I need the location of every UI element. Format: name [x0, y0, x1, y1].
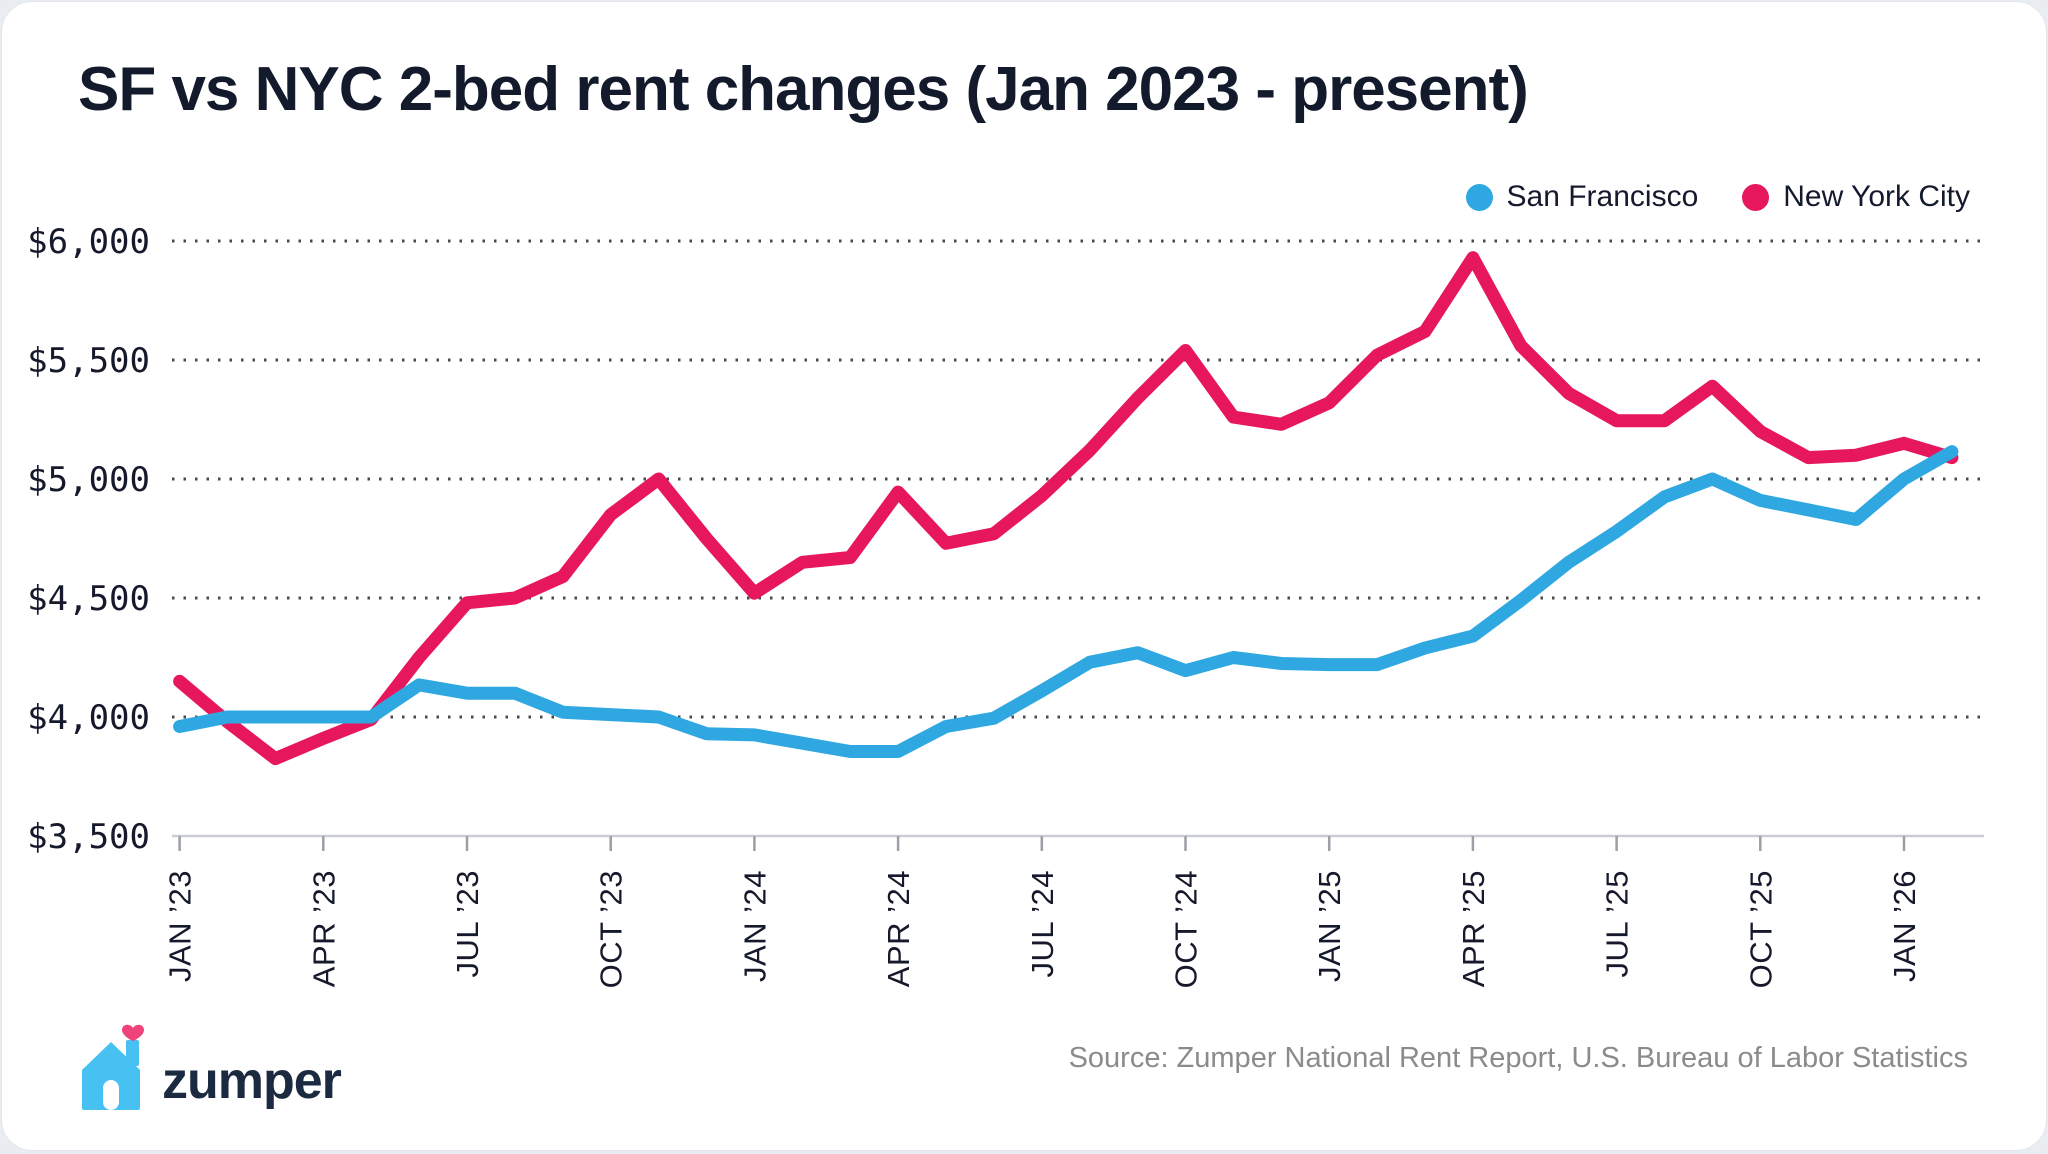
- page-title: SF vs NYC 2-bed rent changes (Jan 2023 -…: [78, 55, 1529, 124]
- legend-item-san-francisco: San Francisco: [1465, 180, 1699, 214]
- heart-icon: [122, 1024, 144, 1041]
- x-tick-label: OCT ’24: [1169, 870, 1204, 988]
- y-tick-label: $4,500: [27, 579, 150, 619]
- x-tick-label: JAN ’24: [737, 870, 772, 982]
- legend: San Francisco New York City: [1465, 180, 1970, 214]
- zumper-wordmark: zumper: [162, 1052, 342, 1110]
- x-tick-label: APR ’23: [306, 870, 341, 987]
- series-line-new-york-city: [173, 251, 1959, 766]
- legend-item-new-york-city: New York City: [1742, 180, 1970, 214]
- zumper-house-icon: [82, 1024, 144, 1110]
- x-tick-label: JAN ’23: [163, 870, 198, 982]
- y-tick-label: $5,000: [27, 460, 150, 500]
- legend-dot-new-york-city-icon: [1742, 183, 1770, 211]
- legend-label: New York City: [1783, 180, 1970, 213]
- x-tick-label: APR ’24: [881, 870, 916, 987]
- x-tick-label: JUL ’24: [1025, 870, 1060, 977]
- source-attribution: Source: Zumper National Rent Report, U.S…: [1068, 1042, 1968, 1074]
- zumper-logo: zumper: [82, 1024, 343, 1110]
- legend-label: San Francisco: [1506, 180, 1699, 213]
- series-line-san-francisco: [173, 445, 1959, 758]
- y-tick-label: $3,500: [27, 817, 150, 857]
- x-tick-label: OCT ’23: [594, 870, 629, 988]
- x-tick-label: JAN ’25: [1312, 870, 1347, 982]
- legend-dot-san-francisco-icon: [1465, 183, 1493, 211]
- x-tick-label: JAN ’26: [1887, 870, 1922, 982]
- y-tick-label: $4,000: [27, 698, 150, 738]
- x-tick-label: OCT ’25: [1743, 870, 1778, 988]
- x-tick-label: JUL ’25: [1600, 870, 1635, 977]
- x-tick-label: APR ’25: [1456, 870, 1491, 987]
- y-tick-label: $6,000: [27, 222, 150, 262]
- y-tick-label: $5,500: [27, 341, 150, 381]
- x-tick-label: JUL ’23: [450, 870, 485, 977]
